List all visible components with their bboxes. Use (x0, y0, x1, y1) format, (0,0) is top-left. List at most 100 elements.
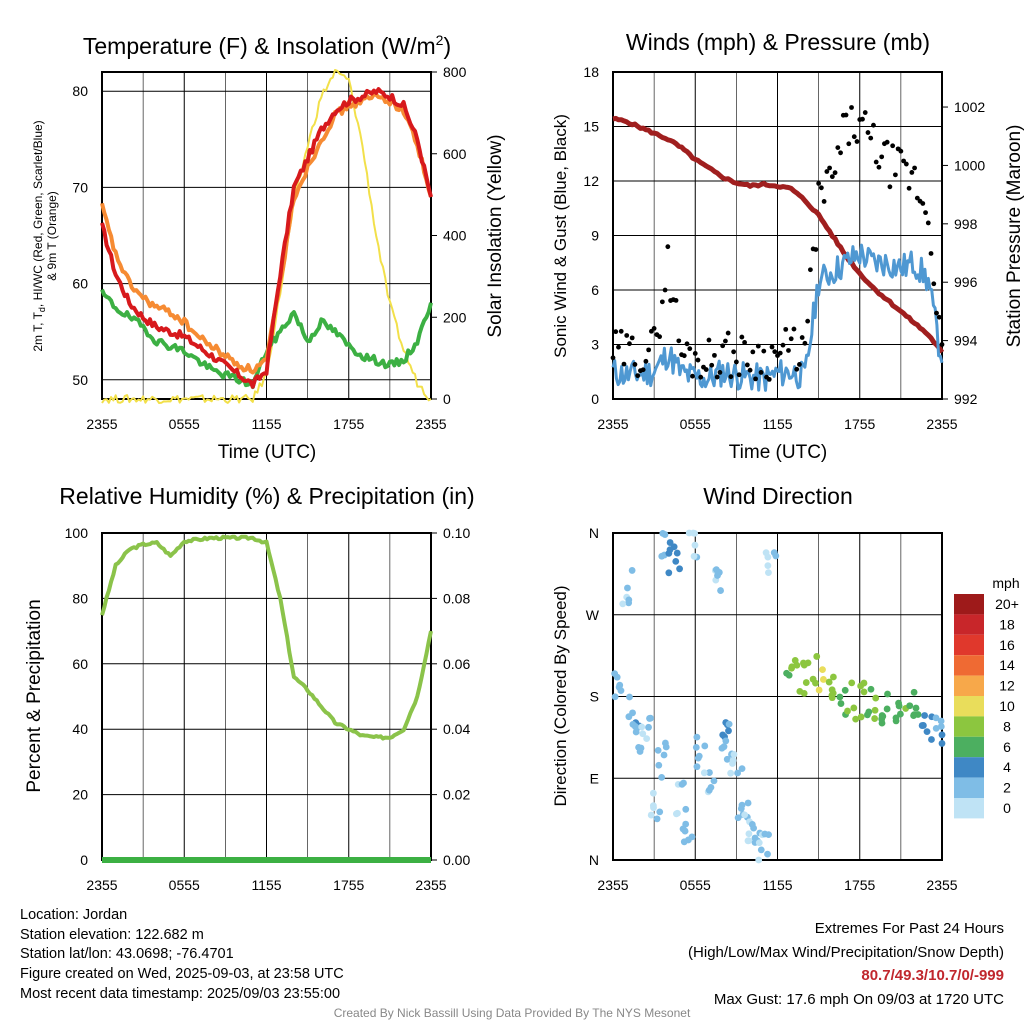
gust-point (849, 105, 854, 110)
gust-point (912, 165, 917, 171)
gust-point (890, 143, 896, 149)
winds-y-tick: 15 (583, 119, 599, 135)
direction-point (910, 712, 917, 719)
gust-point (829, 174, 835, 180)
legend-label: 4 (1003, 759, 1011, 775)
direction-point (672, 557, 680, 565)
direction-point (682, 805, 690, 813)
gust-point (799, 335, 805, 340)
gust-point (703, 367, 709, 372)
direction-title: Wind Direction (703, 483, 853, 509)
direction-point (649, 789, 657, 797)
direction-point (701, 742, 709, 750)
latlon-text: Station lat/lon: 43.0698; -76.4701 (20, 946, 234, 963)
direction-point (755, 856, 763, 864)
winds-y2-tick: 1002 (954, 99, 985, 115)
direction-point (653, 815, 661, 823)
direction-y-tick: N (589, 525, 599, 541)
direction-point (645, 723, 652, 731)
gust-point (797, 362, 802, 367)
gust-point (681, 353, 687, 359)
direction-point (745, 830, 753, 838)
gust-point (692, 351, 698, 356)
temperature-title: Temperature (F) & Insolation (W/m2) (83, 32, 451, 59)
series-red-line (100, 87, 433, 389)
direction-point (867, 685, 875, 693)
gust-point (665, 244, 671, 250)
legend-swatch (954, 594, 984, 615)
gust-point (635, 373, 641, 379)
gust-point (824, 169, 830, 174)
direction-point (852, 715, 860, 723)
direction-point (923, 728, 931, 736)
direction-point (765, 569, 772, 577)
gust-point (657, 334, 663, 340)
location-text: Location: Jordan (20, 907, 128, 923)
winds-x-tick: 1155 (762, 416, 792, 432)
winds-x-tick: 0555 (680, 416, 711, 432)
wind-speed-line (611, 243, 944, 392)
direction-point (857, 713, 865, 721)
gust-point (766, 376, 772, 382)
direction-point (730, 750, 738, 758)
temperature-y-label-line2: & 9m T (Orange) (45, 191, 59, 281)
winds-x-tick: 1755 (844, 416, 875, 432)
gust-point (750, 349, 756, 355)
direction-y-tick: E (590, 770, 599, 786)
direction-point (693, 763, 701, 771)
direction-point (611, 693, 619, 701)
gust-point (731, 349, 737, 355)
gust-point (690, 373, 695, 379)
humidity-panel: Relative Humidity (%) & Precipitation (i… (24, 483, 475, 893)
direction-point (624, 584, 631, 592)
gust-point (898, 148, 904, 154)
direction-point (750, 824, 758, 832)
direction-point (725, 727, 732, 735)
gust-point (676, 338, 682, 344)
direction-point (770, 549, 778, 557)
gust-point (838, 150, 843, 156)
gust-point (725, 330, 731, 336)
direction-point (723, 755, 731, 763)
direction-point (764, 562, 772, 570)
direction-point (619, 600, 627, 608)
gust-point (936, 314, 942, 320)
direction-point (809, 675, 817, 683)
gust-point (747, 367, 753, 373)
direction-point (636, 748, 644, 755)
gust-point (673, 297, 679, 303)
humidity-y2-tick: 0.10 (443, 525, 470, 541)
direction-point (872, 694, 880, 702)
direction-point (672, 810, 680, 818)
direction-point (727, 769, 735, 777)
winds-y2-tick: 992 (954, 391, 978, 407)
gust-point (780, 342, 786, 348)
legend-label: 0 (1003, 800, 1011, 816)
gust-point (706, 337, 712, 343)
gust-point (939, 342, 945, 347)
gust-point (613, 329, 619, 335)
direction-point (655, 761, 663, 769)
direction-point (654, 746, 662, 754)
gust-point (662, 287, 668, 293)
direction-x-tick: 2355 (926, 877, 957, 893)
legend-label: 2 (1003, 780, 1011, 796)
gust-point (827, 165, 832, 171)
gust-point (758, 370, 764, 375)
winds-x-tick: 2355 (597, 416, 628, 432)
extremes-values: 80.7/49.3/10.7/0/-999 (861, 967, 1004, 984)
direction-point (734, 814, 742, 822)
direction-point (764, 850, 771, 858)
gust-point (854, 139, 860, 144)
legend-label: 20+ (995, 596, 1019, 612)
gust-point (802, 340, 808, 346)
gust-point (879, 154, 885, 160)
direction-point (800, 661, 808, 669)
winds-x-tick: 2355 (926, 416, 957, 432)
extremes-title: Extremes For Past 24 Hours (814, 920, 1004, 937)
legend-swatch (954, 798, 984, 819)
direction-point (883, 705, 891, 713)
temperature-y-tick: 70 (72, 179, 88, 195)
direction-point (829, 673, 837, 681)
direction-point (626, 693, 633, 701)
